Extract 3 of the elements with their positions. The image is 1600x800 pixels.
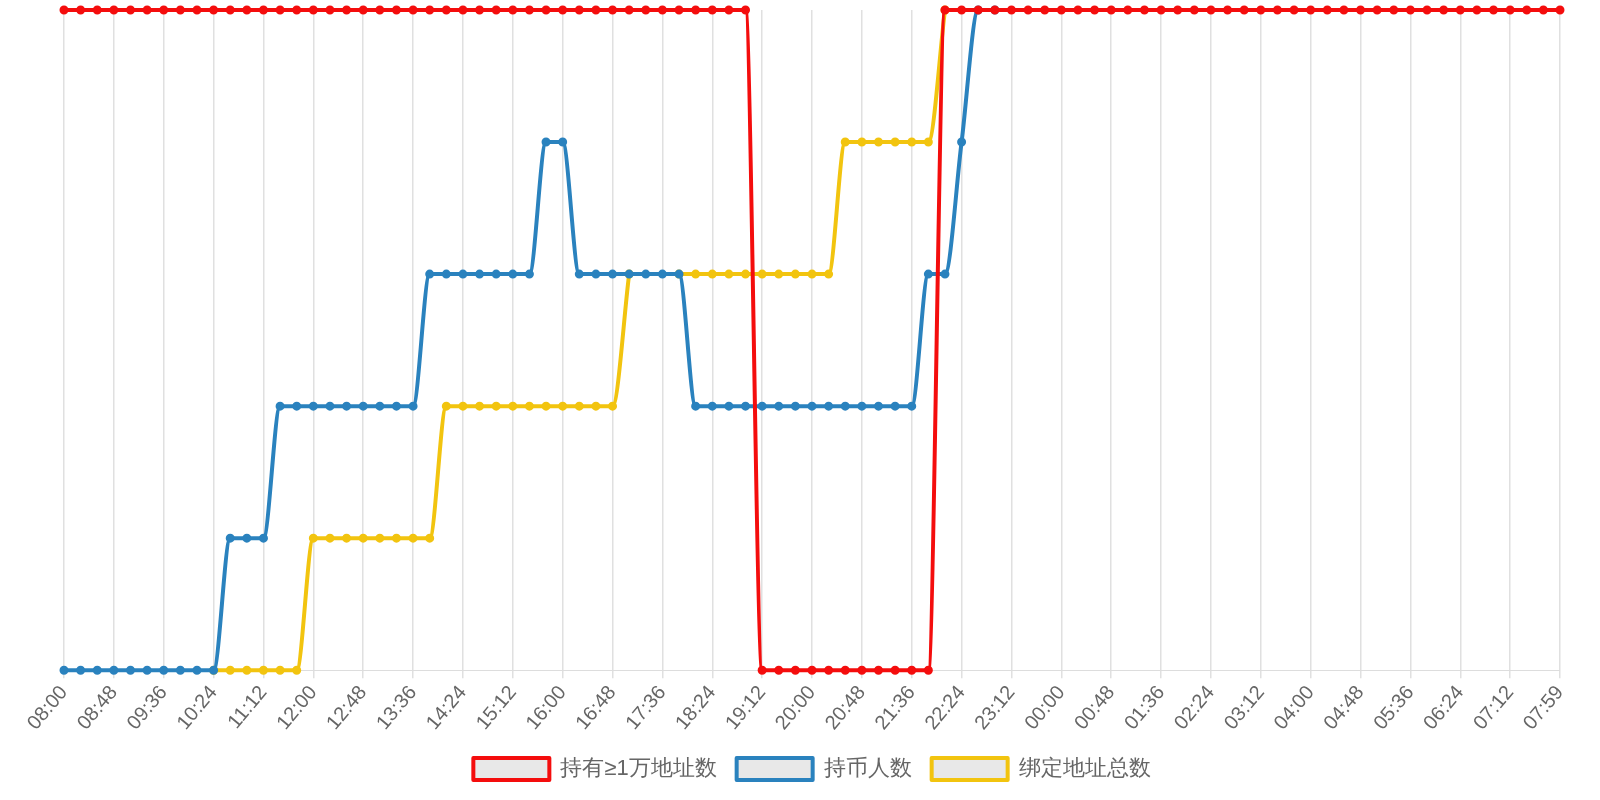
legend-label: 持币人数 xyxy=(823,755,912,781)
legend-label: 持有≥1万地址数 xyxy=(560,755,717,781)
legend-label: 绑定地址总数 xyxy=(1018,755,1151,781)
